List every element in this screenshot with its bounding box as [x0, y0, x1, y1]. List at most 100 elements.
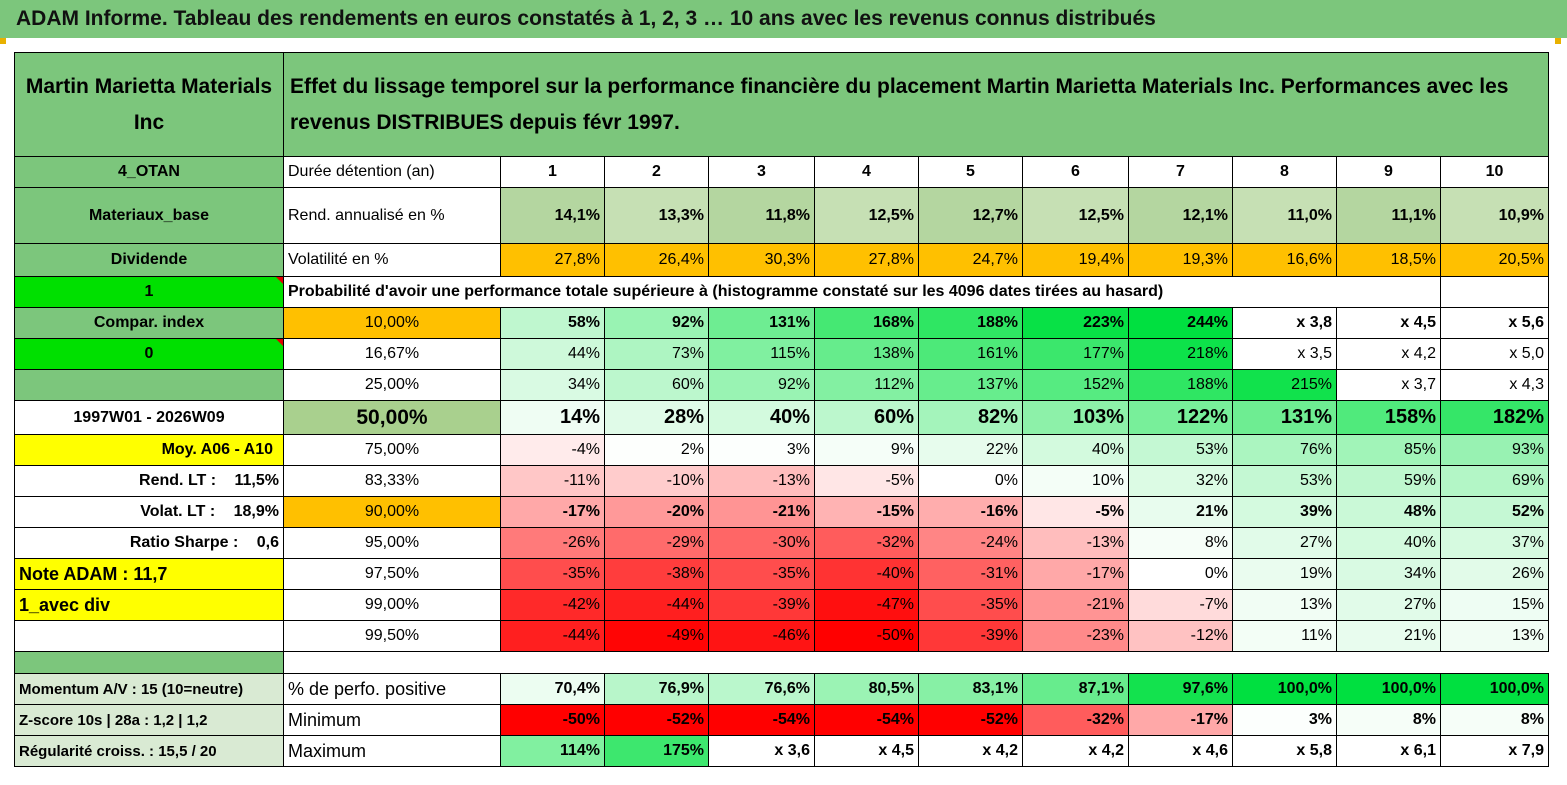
year-header: 7	[1128, 156, 1233, 188]
returns-table: Martin Marietta Materials Inc Effet du l…	[14, 52, 1549, 767]
probability-cell: 76%	[1232, 434, 1337, 466]
probability-cell: 19%	[1232, 558, 1337, 590]
probability-cell: 10%	[1022, 465, 1129, 497]
probability-cell: 34%	[1336, 558, 1441, 590]
corner-marker	[0, 38, 6, 44]
probability-cell: 53%	[1232, 465, 1337, 497]
positive-cell: 87,1%	[1022, 673, 1129, 705]
probability-threshold: 99,50%	[283, 620, 501, 652]
left-metric-value: 18,9%	[233, 503, 279, 520]
probability-cell: 131%	[1232, 400, 1337, 435]
corner-marker	[1555, 38, 1561, 44]
probability-cell: 40%	[1022, 434, 1129, 466]
probability-cell: -4%	[500, 434, 605, 466]
maximum-label: Maximum	[283, 735, 501, 767]
probability-cell: 27%	[1232, 527, 1337, 559]
probability-cell: -35%	[708, 558, 815, 590]
regularite-label: Régularité croiss. : 15,5 / 20	[14, 735, 284, 767]
return-cell: 11,8%	[708, 187, 815, 244]
left-label-compar: Compar. index	[14, 307, 284, 339]
probability-row: Ratio Sharpe : 0,6 95,00% -26% -29% -30% -32%…	[14, 527, 1549, 559]
probability-cell: 69%	[1440, 465, 1549, 497]
probability-cell: -13%	[708, 465, 815, 497]
probability-cell: -10%	[604, 465, 709, 497]
probability-cell: 15%	[1440, 589, 1549, 621]
return-cell: 12,1%	[1128, 187, 1233, 244]
minimum-cell: -17%	[1128, 704, 1233, 736]
probability-threshold: 25,00%	[283, 369, 501, 401]
probability-cell: 93%	[1440, 434, 1549, 466]
probability-cell: 138%	[814, 338, 919, 370]
maximum-cell: x 3,6	[708, 735, 815, 767]
left-empty-green	[14, 369, 284, 401]
positive-cell: 70,4%	[500, 673, 605, 705]
probability-cell: 115%	[708, 338, 815, 370]
probability-row: 0 16,67% 44% 73% 115% 138% 161% 177% 218% x 3,5 x …	[14, 338, 1549, 370]
return-cell: 12,5%	[1022, 187, 1129, 244]
return-cell: 14,1%	[500, 187, 605, 244]
probability-cell: -5%	[814, 465, 919, 497]
maximum-cell: x 4,6	[1128, 735, 1233, 767]
probability-cell: 60%	[604, 369, 709, 401]
left-label-otan: 4_OTAN	[14, 156, 284, 188]
return-cell: 13,3%	[604, 187, 709, 244]
probability-cell: -35%	[918, 589, 1023, 621]
minimum-cell: 8%	[1440, 704, 1549, 736]
probability-caption: Probabilité d'avoir une performance tota…	[283, 276, 1441, 308]
maximum-cell: x 7,9	[1440, 735, 1549, 767]
minimum-label: Minimum	[283, 704, 501, 736]
probability-cell: -42%	[500, 589, 605, 621]
probability-row: 1_avec div 99,00% -42% -44% -39% -47% -35% -21%…	[14, 589, 1549, 621]
minimum-cell: -52%	[918, 704, 1023, 736]
left-metric-value: 11,5%	[234, 472, 279, 489]
year-header: 9	[1336, 156, 1441, 188]
volatility-cell: 27,8%	[500, 243, 605, 277]
volatility-cell: 19,3%	[1128, 243, 1233, 277]
probability-threshold: 90,00%	[283, 496, 501, 528]
positive-cell: 80,5%	[814, 673, 919, 705]
probability-cell: 182%	[1440, 400, 1549, 435]
probability-cell: 8%	[1128, 527, 1233, 559]
probability-cell: -30%	[708, 527, 815, 559]
probability-cell: 85%	[1336, 434, 1441, 466]
probability-cell: 177%	[1022, 338, 1129, 370]
comment-marker	[276, 339, 283, 346]
minimum-cell: -52%	[604, 704, 709, 736]
probability-cell: 21%	[1128, 496, 1233, 528]
probability-cell: -12%	[1128, 620, 1233, 652]
zscore-label: Z-score 10s | 28a : 1,2 | 1,2	[14, 704, 284, 736]
return-cell: 11,1%	[1336, 187, 1441, 244]
volatility-cell: 24,7%	[918, 243, 1023, 277]
probability-cell: 22%	[918, 434, 1023, 466]
probability-cell: 58%	[500, 307, 605, 339]
positive-cell: 76,6%	[708, 673, 815, 705]
probability-row: 99,50% -44% -49% -46% -50% -39% -23% -12% 11% 21%…	[14, 620, 1549, 652]
probability-cell: -5%	[1022, 496, 1129, 528]
probability-cell: -17%	[1022, 558, 1129, 590]
probability-cell: 244%	[1128, 307, 1233, 339]
probability-cell: 28%	[604, 400, 709, 435]
volatility-cell: 27,8%	[814, 243, 919, 277]
probability-cell: -44%	[604, 589, 709, 621]
probability-threshold: 16,67%	[283, 338, 501, 370]
left-flag-0: 0	[14, 338, 284, 370]
left-empty	[14, 620, 284, 652]
probability-cell: 188%	[918, 307, 1023, 339]
probability-cell: -40%	[814, 558, 919, 590]
probability-cell: -44%	[500, 620, 605, 652]
left-metric-label: Ratio Sharpe :	[129, 534, 243, 551]
report-title: ADAM Informe. Tableau des rendements en …	[0, 0, 1567, 38]
return-cell: 10,9%	[1440, 187, 1549, 244]
year-header: 10	[1440, 156, 1549, 188]
probability-threshold: 99,00%	[283, 589, 501, 621]
probability-cell: 21%	[1336, 620, 1441, 652]
left-sharpe: Ratio Sharpe : 0,6	[14, 527, 284, 559]
probability-cell: 131%	[708, 307, 815, 339]
spacer-green	[14, 651, 284, 674]
maximum-cell: x 4,2	[1022, 735, 1129, 767]
volatility-label: Volatilité en %	[283, 243, 501, 277]
probability-cell: -21%	[1022, 589, 1129, 621]
probability-cell: 39%	[1232, 496, 1337, 528]
return-label: Rend. annualisé en %	[283, 187, 501, 244]
probability-cell: 60%	[814, 400, 919, 435]
